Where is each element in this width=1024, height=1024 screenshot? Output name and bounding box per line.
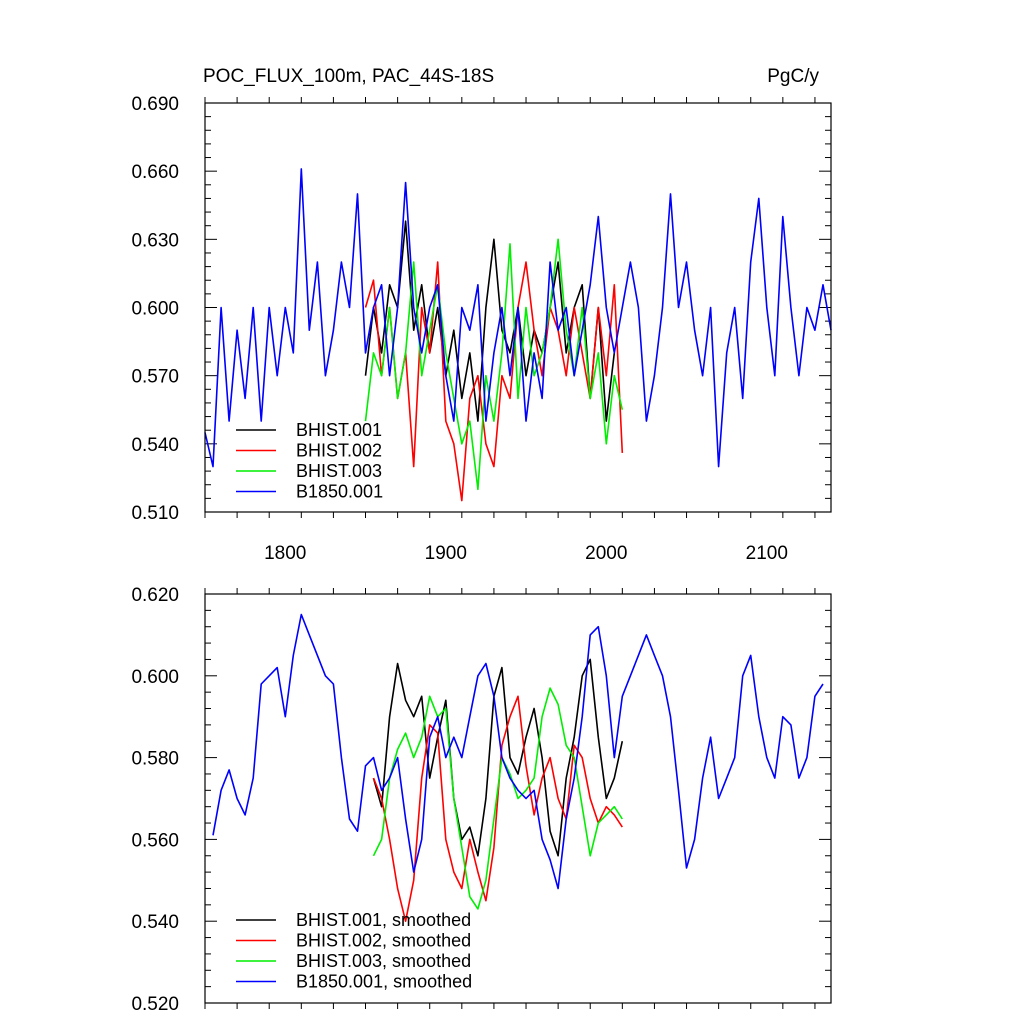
top-ticks: 0.510 0.540 0.570 0.600 0.630 0.660 0.690 1800 1… — [131, 94, 831, 564]
units-label: PgC/y — [767, 66, 819, 87]
top-series — [204, 168, 832, 502]
y-tick-label: 0.510 — [131, 503, 179, 524]
series-line-1 — [372, 658, 624, 857]
x-tick-label: 2000 — [585, 543, 627, 564]
legend-label-4: B1850.001, smoothed — [296, 972, 472, 992]
series-line-2 — [364, 261, 624, 502]
x-tick-label: 1800 — [264, 543, 306, 564]
series-line-4 — [204, 168, 832, 468]
bottom-ticks: 0.520 0.540 0.560 0.580 0.600 0.620 — [131, 585, 831, 1015]
bottom-plot-frame — [204, 593, 832, 1004]
y-tick-label: 0.600 — [131, 667, 179, 688]
legend-label-1: BHIST.001 — [296, 420, 382, 440]
y-tick-label: 0.560 — [131, 830, 179, 851]
x-tick-label: 1900 — [425, 543, 467, 564]
legend-label-1: BHIST.001, smoothed — [296, 910, 471, 930]
y-tick-label: 0.580 — [131, 749, 179, 770]
legend-label-2: BHIST.002, smoothed — [296, 931, 471, 951]
series-line-4 — [212, 613, 824, 890]
y-tick-label: 0.690 — [131, 94, 179, 115]
series-line-2 — [372, 695, 623, 923]
y-tick-label: 0.540 — [131, 435, 179, 456]
legend-label-2: BHIST.002 — [296, 441, 382, 461]
legend-label-3: BHIST.003 — [296, 461, 382, 481]
legend-label-4: B1850.001 — [296, 482, 383, 502]
series-line-3 — [372, 687, 623, 910]
bottom-series — [212, 613, 824, 923]
series-line-3 — [364, 238, 624, 491]
y-tick-label: 0.570 — [131, 367, 179, 388]
y-tick-label: 0.630 — [131, 230, 179, 251]
y-tick-label: 0.540 — [131, 912, 179, 933]
x-tick-label: 2100 — [746, 543, 788, 564]
panel-top: POC_FLUX_100m, PAC_44S-18S PgC/y 0.5100.… — [131, 66, 832, 564]
y-tick-label: 0.660 — [131, 162, 179, 183]
y-tick-label: 0.600 — [131, 299, 179, 320]
y-tick-label: 0.620 — [131, 585, 179, 606]
y-tick-label: 0.520 — [131, 994, 179, 1015]
chart-title: POC_FLUX_100m, PAC_44S-18S — [203, 66, 494, 87]
top-plot-frame — [204, 102, 832, 513]
legend-label-3: BHIST.003, smoothed — [296, 951, 471, 971]
panel-bottom: 0.520 0.540 0.560 0.580 0.600 0.620 BHIST.001… — [131, 585, 832, 1015]
